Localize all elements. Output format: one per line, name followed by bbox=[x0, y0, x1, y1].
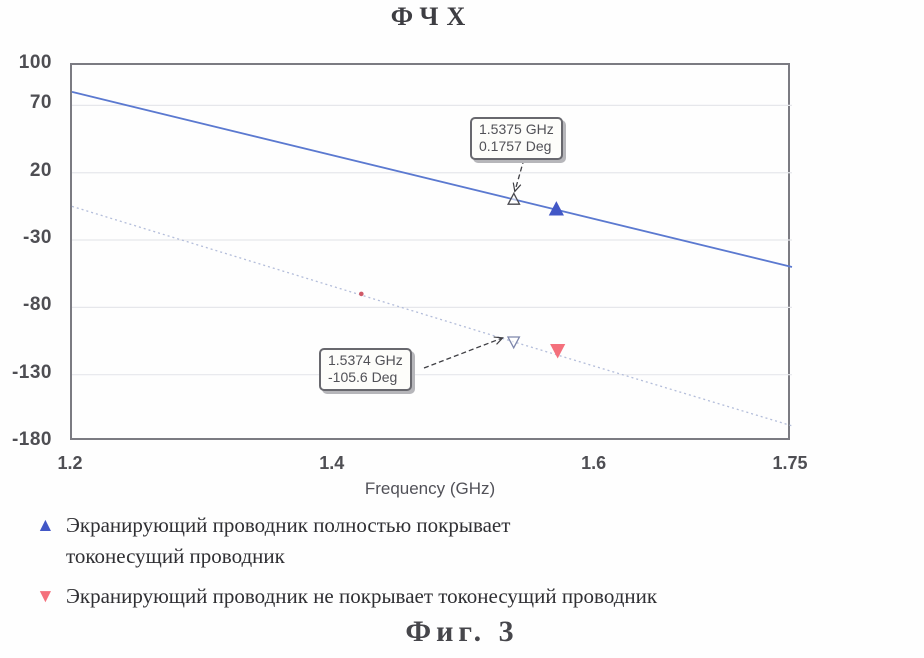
x-axis-title: Frequency (GHz) bbox=[364, 479, 496, 498]
y-tick-label: 70 bbox=[29, 92, 52, 114]
triangle-down-icon: ▼ bbox=[36, 586, 55, 607]
series-line-0 bbox=[71, 91, 793, 268]
series-dot bbox=[359, 291, 364, 297]
legend-item-shield-none: ▼ Экранирующий проводник не покрывает то… bbox=[30, 581, 920, 612]
annotation-leader bbox=[423, 337, 503, 369]
legend-item-label: Экранирующий проводник не покрывает токо… bbox=[66, 584, 658, 608]
triangle-up-icon: ▲ bbox=[36, 515, 55, 536]
x-tick-label: 1.75 bbox=[772, 453, 808, 473]
y-tick-label: 100 bbox=[18, 52, 52, 73]
legend-item-label: Экранирующий проводник полностью покрыва… bbox=[66, 513, 511, 568]
annotation-arrowhead bbox=[493, 336, 504, 345]
annotation-2-phase: -105.6 Deg bbox=[328, 369, 398, 385]
filled-marker-0 bbox=[548, 201, 564, 216]
annotation-leader bbox=[514, 158, 525, 192]
x-tick-label: 1.2 bbox=[57, 453, 83, 473]
legend-item-shield-full: ▲ Экранирующий проводник полностью покры… bbox=[30, 510, 920, 572]
y-tick-label: 20 bbox=[29, 159, 52, 181]
figure-caption: Фиг. 3 bbox=[405, 615, 519, 648]
filled-marker-1 bbox=[550, 344, 566, 359]
y-tick-label: -80 bbox=[23, 294, 52, 316]
chart-title: ФЧХ bbox=[390, 2, 474, 31]
y-tick-label: -180 bbox=[11, 429, 52, 450]
chart-canvas bbox=[71, 91, 793, 427]
annotation-1-phase: 0.1757 Deg bbox=[479, 138, 552, 154]
annotation-arrowhead bbox=[512, 182, 522, 193]
annotation-1-frequency: 1.5375 GHz bbox=[479, 121, 554, 137]
open-marker-1 bbox=[506, 336, 521, 350]
legend: ▲ Экранирующий проводник полностью покры… bbox=[30, 510, 920, 612]
annotation-2-frequency: 1.5374 GHz bbox=[328, 352, 403, 368]
open-marker-0 bbox=[507, 192, 521, 205]
series-line-1 bbox=[71, 205, 793, 427]
x-tick-label: 1.4 bbox=[319, 453, 345, 473]
annotation-box-1: 1.5375 GHz 0.1757 Deg bbox=[470, 117, 563, 160]
y-tick-label: -30 bbox=[23, 227, 52, 249]
annotation-box-2: 1.5374 GHz -105.6 Deg bbox=[319, 348, 412, 391]
y-tick-label: -130 bbox=[11, 361, 52, 383]
x-tick-label: 1.6 bbox=[581, 453, 607, 473]
plot-area: 1.5375 GHz 0.1757 Deg 1.5374 GHz -105.6 … bbox=[70, 63, 793, 440]
